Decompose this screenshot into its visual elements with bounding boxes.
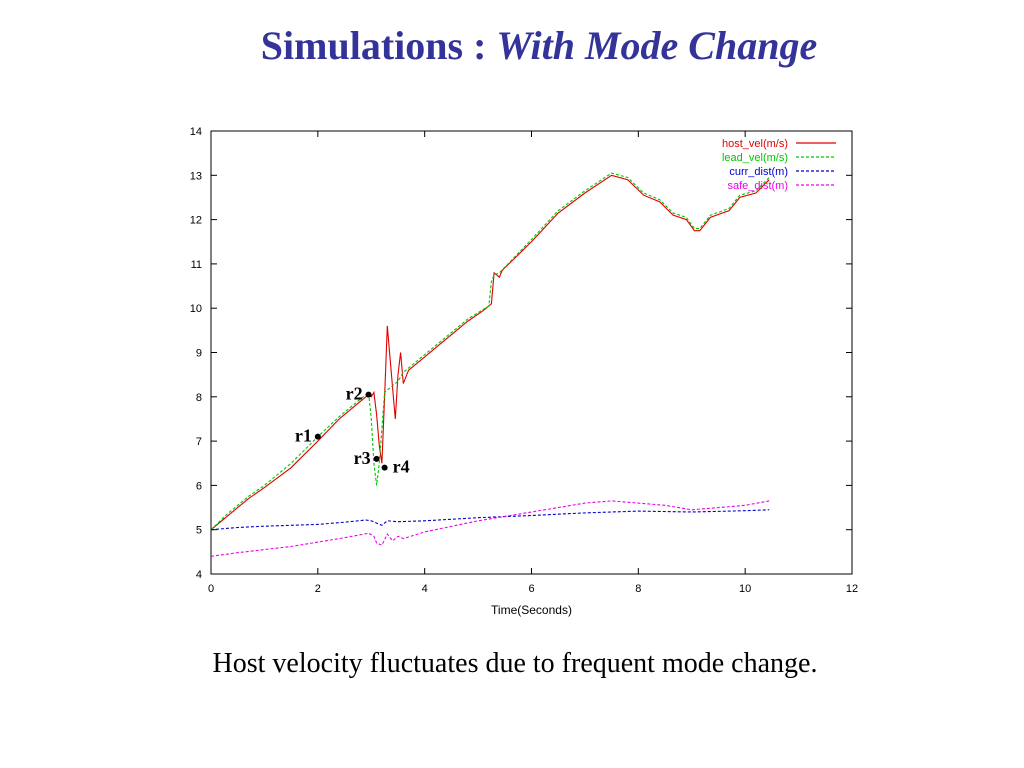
annotation-label-r3: r3 (354, 448, 371, 468)
annotation-point-r4 (381, 464, 388, 471)
slide-title: Simulations : With Mode Change (0, 22, 1024, 69)
slide-title-plain: Simulations : (260, 23, 497, 68)
y-tick-label: 7 (196, 436, 202, 448)
annotation-point-r1 (314, 433, 321, 440)
annotation-label-r2: r2 (346, 384, 363, 404)
series-line-4 (210, 500, 770, 557)
y-tick-label: 13 (190, 170, 202, 182)
y-tick-label: 4 (196, 569, 202, 581)
y-tick-label: 5 (196, 525, 202, 537)
plot-frame (210, 130, 853, 575)
annotation-label-r4: r4 (393, 457, 410, 477)
legend-label-4: safe_dist(m) (727, 180, 788, 192)
y-tick-label: 14 (190, 126, 202, 138)
chart: 0 2 4 6 8 10 12 4 5 6 7 8 9 10 11 12 13 14 Time(Seconds) ho… (190, 126, 858, 617)
slide-caption: Host velocity fluctuates due to frequent… (212, 648, 818, 679)
annotation-point-r2 (365, 391, 372, 398)
x-tick-label: 12 (846, 583, 858, 595)
x-axis-label: Time(Seconds) (491, 603, 572, 617)
y-tick-label: 12 (190, 215, 202, 227)
x-tick-label: 10 (739, 583, 751, 595)
y-tick-label: 6 (196, 480, 202, 492)
legend-label-3: curr_dist(m) (729, 166, 788, 178)
y-tick-label: 8 (196, 392, 202, 404)
slide-title-italic: With Mode Change (496, 23, 818, 68)
x-tick-label: 2 (315, 583, 321, 595)
y-tick-label: 9 (196, 348, 202, 360)
legend-label-1: host_vel(m/s) (722, 138, 788, 150)
x-tick-label: 0 (208, 583, 214, 595)
y-tick-label: 10 (190, 303, 202, 315)
series-line-1 (210, 174, 770, 531)
x-tick-label: 8 (635, 583, 641, 595)
legend-label-2: lead_vel(m/s) (722, 152, 788, 164)
y-tick-label: 11 (191, 259, 202, 271)
annotation-point-r3 (373, 455, 380, 462)
x-tick-label: 6 (528, 583, 534, 595)
x-tick-label: 4 (422, 583, 428, 595)
series-line-2 (210, 172, 770, 531)
series-line-3 (210, 509, 770, 531)
annotation-label-r1: r1 (295, 426, 312, 446)
